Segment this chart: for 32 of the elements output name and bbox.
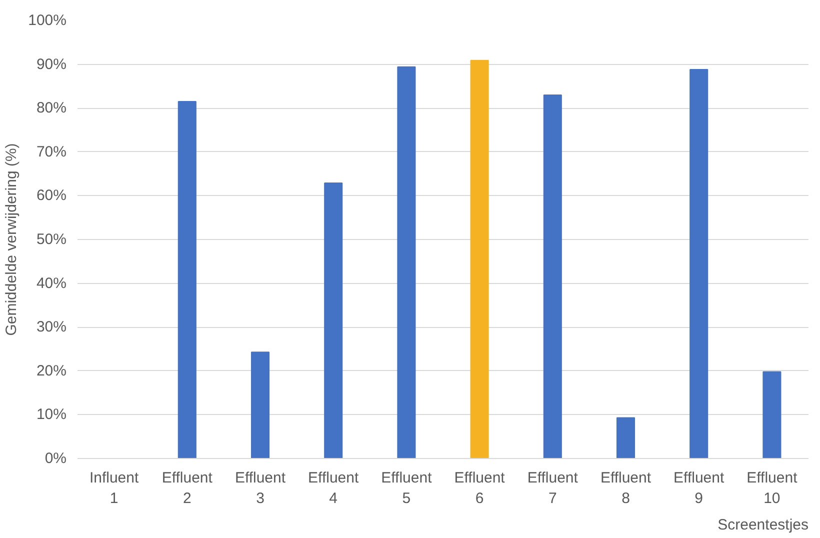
y-tick-label: 100% [28,12,67,29]
x-tick-label: Effluent 4 [308,470,360,507]
y-tick-label: 80% [36,100,67,117]
y-tick-label: 10% [36,406,67,424]
bar [324,182,343,458]
bar [397,66,416,458]
bar [616,417,636,458]
bar [178,101,196,458]
y-tick-label: 60% [36,187,67,204]
bar [250,352,270,458]
bar [762,371,782,458]
y-tick-label: 70% [36,143,67,160]
x-tick-label: Effluent 2 [162,470,214,507]
y-tick-label: 0% [44,450,67,467]
x-axis-title: Screentestjes [718,516,809,534]
bar [543,94,562,458]
x-tick-label: Effluent 3 [234,470,286,507]
y-axis-title: Gemiddelde verwijdering (%) [3,143,20,336]
x-tick-label: Effluent 9 [674,470,725,507]
y-tick-label: 40% [36,274,67,292]
x-tick-label: Effluent 6 [454,470,506,507]
x-tick-label: Influent 1 [89,470,140,507]
x-tick-label: Effluent 10 [746,470,798,507]
x-tick-label: Effluent 8 [600,470,652,507]
bar [690,69,708,458]
y-tick-label: 30% [36,318,67,336]
bar [470,60,489,458]
y-tick-label: 90% [36,56,67,73]
y-tick-label: 50% [36,231,67,248]
x-tick-label: Effluent 7 [527,470,579,507]
x-tick-label: Effluent 5 [381,470,433,507]
y-tick-label: 20% [36,362,67,380]
